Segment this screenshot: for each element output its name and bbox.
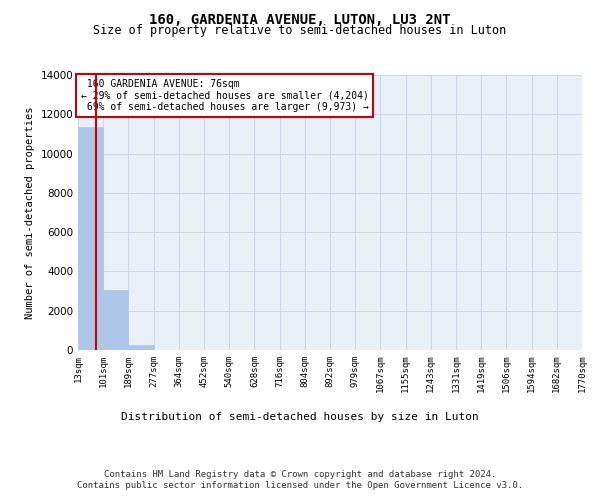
Bar xyxy=(128,346,154,350)
Text: 160 GARDENIA AVENUE: 76sqm
← 29% of semi-detached houses are smaller (4,204)
 69: 160 GARDENIA AVENUE: 76sqm ← 29% of semi… xyxy=(80,79,368,112)
Bar xyxy=(103,290,128,350)
Text: Size of property relative to semi-detached houses in Luton: Size of property relative to semi-detach… xyxy=(94,24,506,37)
Text: 160, GARDENIA AVENUE, LUTON, LU3 2NT: 160, GARDENIA AVENUE, LUTON, LU3 2NT xyxy=(149,12,451,26)
Text: Contains HM Land Registry data © Crown copyright and database right 2024.
Contai: Contains HM Land Registry data © Crown c… xyxy=(77,470,523,490)
Bar xyxy=(78,127,103,350)
Y-axis label: Number of semi-detached properties: Number of semi-detached properties xyxy=(25,106,35,319)
Text: Distribution of semi-detached houses by size in Luton: Distribution of semi-detached houses by … xyxy=(121,412,479,422)
